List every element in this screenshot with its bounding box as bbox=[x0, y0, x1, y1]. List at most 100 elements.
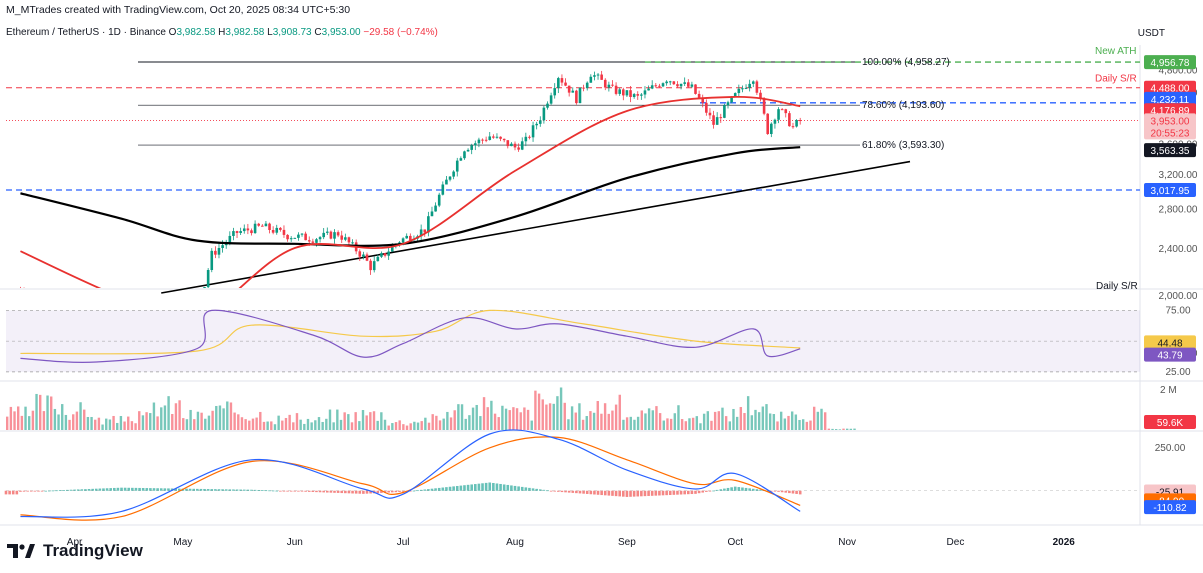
macd-histogram-bar bbox=[257, 489, 260, 491]
volume-bar bbox=[724, 416, 728, 430]
candle-body bbox=[737, 88, 741, 94]
macd-histogram-bar bbox=[286, 490, 289, 492]
volume-bar bbox=[369, 412, 372, 430]
candle-body bbox=[683, 82, 686, 84]
macd-histogram-bar bbox=[293, 490, 297, 492]
volume-bar bbox=[537, 393, 541, 430]
tradingview-brand[interactable]: TradingView bbox=[7, 541, 143, 561]
volume-bar bbox=[174, 403, 178, 430]
volume-bar bbox=[284, 417, 288, 430]
candle-body bbox=[770, 123, 773, 135]
macd-histogram-bar bbox=[575, 490, 578, 494]
volume-bar bbox=[182, 418, 185, 430]
volume-bar bbox=[757, 412, 761, 430]
candle-body bbox=[535, 123, 538, 126]
volume-bar bbox=[299, 419, 302, 430]
volume-bar bbox=[376, 420, 379, 430]
candle-body bbox=[755, 81, 759, 93]
candle-body bbox=[661, 83, 665, 87]
macd-histogram-bar bbox=[686, 490, 690, 495]
volume-bar bbox=[629, 416, 632, 430]
volume-bar bbox=[178, 400, 181, 430]
volume-bar bbox=[380, 412, 383, 430]
candle-body bbox=[253, 223, 257, 234]
candle-body bbox=[307, 240, 311, 242]
volume-bar bbox=[776, 421, 779, 430]
candle-body bbox=[264, 223, 268, 227]
volume-bar bbox=[655, 406, 658, 430]
volume-bar bbox=[211, 410, 214, 430]
macd-histogram-bar bbox=[712, 490, 715, 492]
volume-bar bbox=[391, 423, 394, 430]
candle-body bbox=[365, 254, 369, 261]
y-tick-3,200.00: 3,200.00 bbox=[1159, 170, 1198, 181]
candle-body bbox=[564, 82, 567, 86]
candle-body bbox=[239, 231, 242, 233]
macd-histogram-bar bbox=[784, 490, 788, 493]
volume-bar bbox=[160, 407, 163, 430]
volume-tick: 2 M bbox=[1160, 385, 1177, 396]
macd-histogram-bar bbox=[470, 484, 473, 491]
volume-bar bbox=[354, 412, 357, 430]
candle-body bbox=[362, 254, 365, 257]
volume-bar bbox=[53, 408, 57, 430]
macd-histogram-bar bbox=[275, 490, 279, 492]
tag-macd: -110.82 bbox=[1153, 503, 1187, 514]
volume-bar bbox=[600, 413, 603, 430]
tag-ema200-bg bbox=[1144, 143, 1196, 158]
volume-bar bbox=[229, 402, 233, 430]
candle-body bbox=[347, 237, 351, 243]
macd-histogram-bar bbox=[676, 490, 679, 495]
tradingview-logo-icon bbox=[7, 544, 35, 558]
volume-bar bbox=[640, 410, 643, 430]
candle-body bbox=[430, 211, 434, 217]
macd-histogram-bar bbox=[427, 489, 430, 491]
volume-bar bbox=[614, 404, 618, 430]
macd-histogram-bar bbox=[336, 490, 340, 493]
candle-body bbox=[297, 234, 300, 238]
macd-histogram-bar bbox=[567, 490, 571, 493]
candle-body bbox=[484, 139, 488, 141]
macd-histogram-bar bbox=[589, 490, 593, 495]
macd-line bbox=[20, 429, 801, 518]
volume-bar bbox=[816, 411, 820, 430]
fib-618-label: 61.80% (3,593.30) bbox=[862, 140, 944, 151]
candle-body bbox=[798, 120, 802, 122]
macd-histogram-bar bbox=[123, 487, 127, 491]
volume-bar bbox=[189, 409, 192, 430]
macd-histogram-bar bbox=[495, 483, 499, 491]
macd-histogram-bar bbox=[152, 488, 156, 491]
low-value: 3,908.73 bbox=[272, 27, 312, 38]
macd-histogram-bar bbox=[466, 484, 470, 491]
candle-body bbox=[206, 270, 210, 288]
candle-body bbox=[708, 112, 712, 116]
macd-histogram-bar bbox=[759, 489, 762, 491]
macd-histogram-bar bbox=[390, 490, 394, 493]
symbol-title: Ethereum / TetherUS · 1D · Binance bbox=[6, 27, 166, 38]
volume-bar bbox=[787, 415, 790, 430]
macd-histogram-bar bbox=[744, 487, 748, 491]
macd-histogram-bar bbox=[665, 490, 668, 496]
macd-histogram-bar bbox=[679, 490, 683, 495]
volume-bar bbox=[266, 421, 269, 430]
macd-histogram-bar bbox=[87, 488, 91, 491]
macd-histogram-bar bbox=[98, 488, 102, 491]
macd-histogram-bar bbox=[55, 490, 58, 492]
macd-histogram-bar bbox=[437, 487, 441, 491]
candle-body bbox=[589, 76, 593, 83]
candle-body bbox=[538, 120, 542, 124]
macd-histogram-bar bbox=[315, 490, 318, 493]
macd-histogram-bar bbox=[733, 486, 737, 491]
candle-body bbox=[733, 93, 737, 97]
macd-histogram-bar bbox=[210, 489, 214, 491]
volume-bar bbox=[119, 416, 123, 430]
macd-histogram-bar bbox=[113, 487, 116, 491]
volume-bar bbox=[449, 417, 453, 430]
macd-histogram-bar bbox=[156, 488, 159, 491]
macd-histogram-bar bbox=[546, 490, 549, 492]
volume-bar bbox=[200, 412, 203, 430]
volume-bar bbox=[699, 423, 702, 430]
candle-body bbox=[289, 238, 293, 240]
volume-bar bbox=[97, 417, 101, 430]
